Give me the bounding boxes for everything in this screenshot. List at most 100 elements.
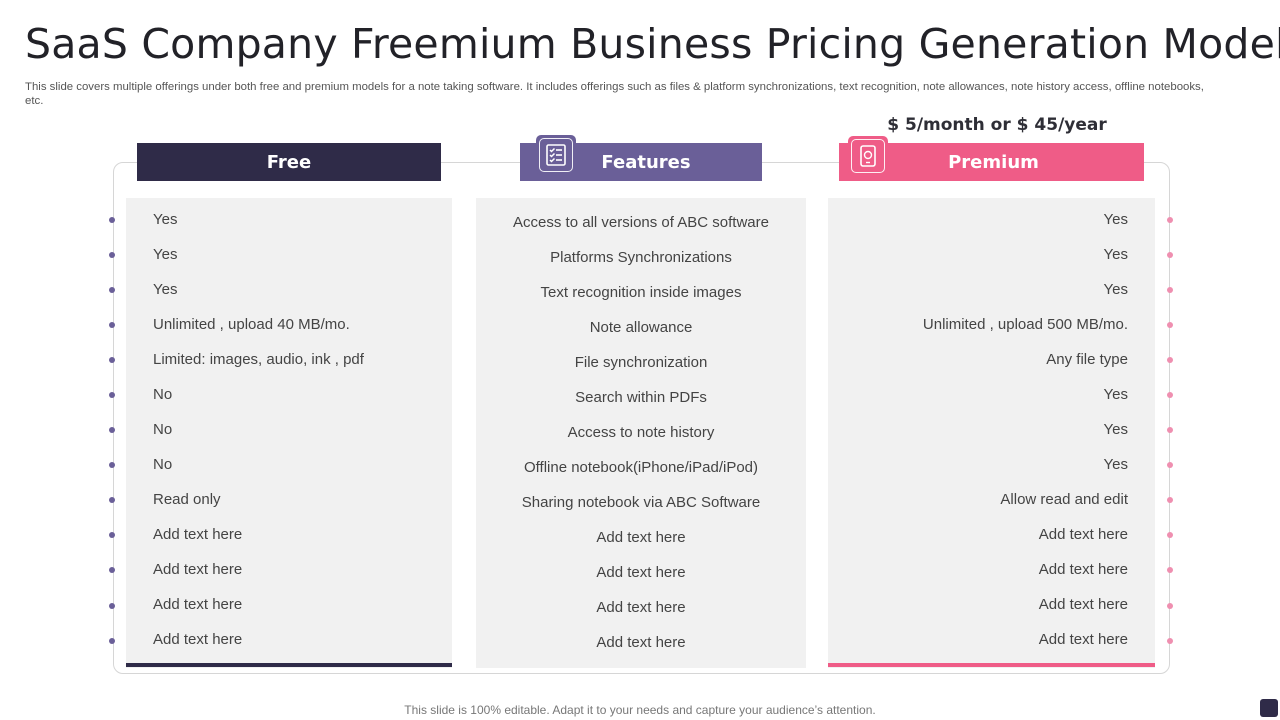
row-marker-dot xyxy=(1167,427,1173,434)
corner-logo-mark xyxy=(1260,699,1278,717)
premium-value-row: Yes xyxy=(1103,386,1128,403)
row-marker-dot-slot xyxy=(1167,377,1173,412)
premium-value-row: Add text here xyxy=(1038,596,1128,613)
free-value-row: No xyxy=(153,386,173,403)
premium-value-row: Add text here xyxy=(1038,526,1128,543)
features-list: Access to all versions of ABC software Pl… xyxy=(476,205,806,660)
premium-value-row: Add text here xyxy=(1038,631,1128,648)
free-row-markers xyxy=(109,202,115,658)
feature-name-row: Add text here xyxy=(596,529,686,546)
row-marker-dot xyxy=(1167,251,1173,258)
row-marker-dot xyxy=(109,286,115,293)
premium-column-panel xyxy=(828,198,1155,668)
row-marker-dot xyxy=(1167,637,1173,644)
page-subtitle: This slide covers multiple offerings und… xyxy=(25,81,1204,107)
premium-values-list: Yes Yes Yes Unlimited , upload 500 MB/mo. An… xyxy=(838,202,1128,657)
premium-value-row: Any file type xyxy=(1046,351,1128,368)
premium-value-row: Yes xyxy=(1103,246,1128,263)
free-value-row: Read only xyxy=(153,491,221,508)
row-marker-dot xyxy=(109,427,115,434)
premium-value-row: Unlimited , upload 500 MB/mo. xyxy=(922,316,1128,333)
features-badge xyxy=(536,135,576,175)
row-marker-dot xyxy=(1167,602,1173,609)
footer-note: This slide is 100% editable. Adapt it to… xyxy=(404,703,876,717)
free-value-row: Limited: images, audio, ink , pdf xyxy=(153,351,364,368)
free-value-row: Yes xyxy=(153,211,178,228)
feature-name-row: Access to note history xyxy=(567,424,715,441)
row-marker-dot xyxy=(109,392,115,399)
free-value-row: No xyxy=(153,456,173,473)
premium-price: $ 5/month or $ 45/year xyxy=(887,115,1107,135)
row-marker-dot xyxy=(1167,321,1173,328)
feature-name-row: Access to all versions of ABC software xyxy=(513,214,769,231)
row-marker-dot-slot xyxy=(109,342,115,377)
feature-name-row: Platforms Synchronizations xyxy=(550,249,732,266)
row-marker-dot-slot xyxy=(1167,518,1173,553)
checklist-icon xyxy=(539,138,573,172)
premium-value-row: Allow read and edit xyxy=(1000,491,1128,508)
row-marker-dot xyxy=(1167,356,1173,363)
row-marker-dot-slot xyxy=(1167,272,1173,307)
premium-value-row: Yes xyxy=(1103,456,1128,473)
free-value-row: Add text here xyxy=(153,596,243,613)
row-marker-dot xyxy=(109,532,115,539)
free-values-list: Yes Yes Yes Unlimited , upload 40 MB/mo. Lim… xyxy=(153,202,443,657)
features-column-panel xyxy=(476,198,806,668)
feature-name-row: Sharing notebook via ABC Software xyxy=(521,494,761,511)
free-value-row: Add text here xyxy=(153,526,243,543)
free-value-row: Unlimited , upload 40 MB/mo. xyxy=(153,316,350,333)
row-marker-dot-slot xyxy=(109,237,115,272)
row-marker-dot xyxy=(1167,392,1173,399)
row-marker-dot-slot xyxy=(109,448,115,483)
row-marker-dot-slot xyxy=(109,202,115,237)
row-marker-dot-slot xyxy=(109,272,115,307)
premium-header-label: Premium xyxy=(948,151,1039,173)
row-marker-dot-slot xyxy=(1167,413,1173,448)
free-header-label: Free xyxy=(266,151,312,173)
row-marker-dot-slot xyxy=(109,553,115,588)
feature-name-row: Add text here xyxy=(596,564,686,581)
row-marker-dot-slot xyxy=(109,413,115,448)
free-value-row: Add text here xyxy=(153,631,243,648)
feature-name-row: Text recognition inside images xyxy=(540,284,742,301)
premium-badge xyxy=(848,136,888,176)
row-marker-dot xyxy=(109,602,115,609)
row-marker-dot-slot xyxy=(109,518,115,553)
free-value-row: Yes xyxy=(153,246,178,263)
feature-name-row: Add text here xyxy=(596,634,686,651)
row-marker-dot xyxy=(109,321,115,328)
row-marker-dot-slot xyxy=(109,588,115,623)
feature-name-row: Search within PDFs xyxy=(575,389,707,406)
row-marker-dot-slot xyxy=(1167,623,1173,658)
row-marker-dot-slot xyxy=(1167,588,1173,623)
row-marker-dot-slot xyxy=(1167,307,1173,342)
row-marker-dot xyxy=(109,637,115,644)
premium-value-row: Add text here xyxy=(1038,561,1128,578)
free-value-row: No xyxy=(153,421,173,438)
premium-row-markers xyxy=(1167,202,1173,658)
free-bottom-bar xyxy=(126,663,452,667)
row-marker-dot-slot xyxy=(109,377,115,412)
features-header-label: Features xyxy=(601,151,691,173)
row-marker-dot-slot xyxy=(1167,553,1173,588)
row-marker-dot xyxy=(109,462,115,469)
page-title: SaaS Company Freemium Business Pricing G… xyxy=(25,20,1280,68)
row-marker-dot-slot xyxy=(109,483,115,518)
row-marker-dot xyxy=(1167,567,1173,574)
premium-value-row: Yes xyxy=(1103,211,1128,228)
row-marker-dot xyxy=(1167,216,1173,223)
row-marker-dot-slot xyxy=(109,623,115,658)
row-marker-dot xyxy=(1167,532,1173,539)
row-marker-dot xyxy=(109,567,115,574)
premium-bottom-bar xyxy=(828,663,1155,667)
premium-value-row: Yes xyxy=(1103,421,1128,438)
premium-tablet-icon xyxy=(851,139,885,173)
row-marker-dot-slot xyxy=(1167,202,1173,237)
free-header: Free xyxy=(137,143,441,181)
row-marker-dot-slot xyxy=(1167,448,1173,483)
row-marker-dot xyxy=(1167,462,1173,469)
free-column-panel xyxy=(126,198,452,668)
row-marker-dot xyxy=(109,251,115,258)
feature-name-row: File synchronization xyxy=(574,354,708,371)
feature-name-row: Add text here xyxy=(596,599,686,616)
